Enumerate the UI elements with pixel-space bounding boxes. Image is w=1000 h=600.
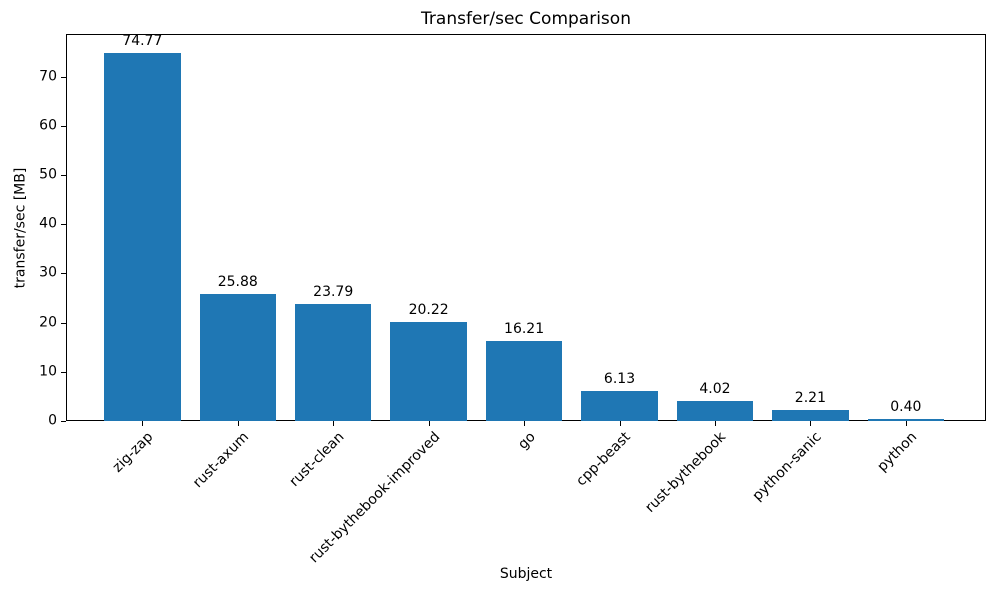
y-tick-mark xyxy=(61,322,66,324)
y-tick-mark xyxy=(61,125,66,127)
x-tick-mark xyxy=(714,421,716,426)
x-tick-label: python xyxy=(874,429,921,475)
x-tick-mark xyxy=(905,421,907,426)
x-tick-mark xyxy=(810,421,812,426)
bar-go xyxy=(485,341,563,421)
y-tick-label: 70 xyxy=(39,68,57,85)
y-tick-label: 10 xyxy=(39,363,57,380)
x-tick-label: zig-zap xyxy=(110,429,157,476)
y-tick-mark xyxy=(61,421,66,422)
y-tick-mark xyxy=(61,175,66,177)
chart-title: Transfer/sec Comparison xyxy=(421,9,631,29)
x-tick-mark xyxy=(333,421,335,426)
bar-value-label: 25.88 xyxy=(217,273,258,290)
bar-rust-bythebook-improved xyxy=(390,321,467,421)
bar-value-label: 16.21 xyxy=(504,321,545,338)
x-tick-label: rust-bythebook xyxy=(642,429,730,516)
bar-zig-zap xyxy=(104,53,181,421)
bar-rust-axum xyxy=(199,293,276,421)
bar-value-label: 2.21 xyxy=(794,390,826,407)
bar-value-label: 74.77 xyxy=(122,33,163,50)
x-tick-mark xyxy=(237,421,239,426)
y-tick-mark xyxy=(61,371,66,373)
y-tick-mark xyxy=(61,273,66,275)
bar-value-label: 0.40 xyxy=(890,399,922,416)
x-tick-label: rust-axum xyxy=(189,429,253,492)
bar-value-label: 4.02 xyxy=(699,381,731,398)
y-tick-label: 60 xyxy=(39,117,57,134)
x-tick-label: python-sanic xyxy=(749,429,825,505)
y-tick-mark xyxy=(61,224,66,226)
y-tick-label: 30 xyxy=(39,264,57,281)
x-axis-label: Subject xyxy=(499,566,553,582)
y-tick-label: 50 xyxy=(39,166,57,183)
y-axis-label: transfer/sec [MB] xyxy=(12,167,29,288)
y-tick-mark xyxy=(61,76,66,78)
y-tick-label: 20 xyxy=(39,314,57,331)
x-tick-label: cpp-beast xyxy=(573,429,634,490)
y-tick-label: 0 xyxy=(48,412,57,429)
x-tick-mark xyxy=(524,421,526,426)
bar-value-label: 6.13 xyxy=(603,370,636,387)
x-tick-mark xyxy=(428,421,430,426)
bar-rust-clean xyxy=(295,304,372,421)
bar-value-label: 23.79 xyxy=(313,284,354,300)
x-tick-label: rust-clean xyxy=(286,429,348,490)
x-tick-label: go xyxy=(514,429,539,453)
bar-rust-bythebook xyxy=(676,401,754,421)
bar-value-label: 20.22 xyxy=(408,301,449,318)
x-tick-mark xyxy=(619,421,621,426)
bar-cpp-beast xyxy=(581,390,658,421)
bar-python xyxy=(867,419,944,421)
y-tick-label: 40 xyxy=(39,215,57,232)
x-tick-mark xyxy=(142,421,144,426)
bar-python-sanic xyxy=(772,410,849,421)
